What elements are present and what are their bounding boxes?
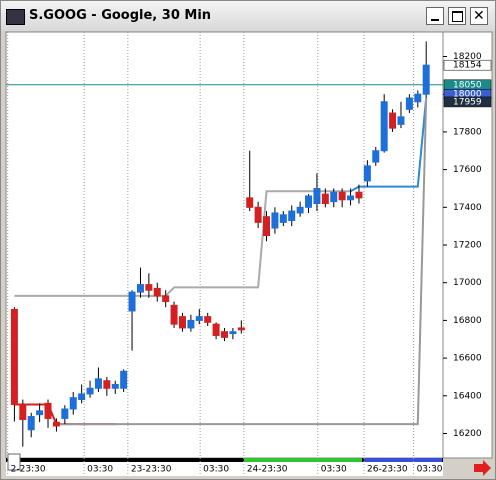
candle-body [363,165,371,182]
candle-body [10,308,18,405]
price-marker-label: 18154 [453,61,482,71]
candle-body [145,284,153,291]
y-tick-label: 16600 [453,354,482,364]
candle-body [279,214,287,223]
candle-body [372,150,380,163]
candle-body [422,64,430,95]
y-tick-label: 17400 [453,203,482,213]
candle-body [212,323,220,336]
candle-body [187,319,195,329]
candle-body [263,216,271,237]
candle-body [178,316,186,329]
y-tick-label: 16800 [453,316,482,326]
candle-body [237,327,245,331]
x-tick-label: 03:30 [417,465,443,475]
y-tick-label: 17200 [453,241,482,251]
indicator-line [14,190,351,297]
scroll-arrow[interactable] [474,460,491,476]
indicator-line [350,97,428,193]
candle-body [271,212,279,229]
candle-body [254,206,262,223]
candle-body [347,195,355,201]
candle-body [120,370,128,389]
candle-body [69,397,77,410]
candle-body [19,403,27,421]
session-bar [364,458,442,462]
y-tick-label: 17800 [453,127,482,137]
candle-body [86,387,94,395]
candle-body [170,304,178,325]
y-tick-label: 17000 [453,278,482,288]
candle-body [61,408,69,419]
candle-body [338,191,346,201]
candle-body [288,210,296,221]
price-marker-label: 17959 [453,97,482,107]
candle-body [128,291,136,312]
candle-body [153,287,161,297]
plot-area [5,31,444,459]
candle-body [195,316,203,321]
time-axis [6,458,443,476]
y-tick-label: 17600 [453,165,482,175]
y-tick-label: 16200 [453,429,482,439]
price-marker [443,59,492,71]
candle-body [330,191,338,203]
x-tick-label: 03:30 [87,465,113,475]
candle-body [111,383,119,389]
close-button[interactable]: ✕ [470,7,488,25]
candle-body [52,421,60,427]
session-bar [6,458,443,462]
x-tick-label: 03:30 [321,465,347,475]
x-tick-label: 2-23:30 [11,465,46,475]
candle-body [94,378,102,389]
app-icon [6,9,25,25]
x-tick-label: 26-23:30 [367,465,408,475]
candle-body [36,410,44,416]
candle-body [405,97,413,110]
x-tick-label: 23-23:30 [131,465,172,475]
y-tick-label: 18200 [453,52,482,62]
x-tick-label: 03:30 [203,465,229,475]
title-bar: S.GOOG - Google, 30 Min ✕ [1,1,495,31]
indicator-line [56,97,428,426]
candle-body [246,197,254,208]
candle-body [305,195,313,208]
candle-body [389,112,397,129]
candle-body [414,93,422,103]
session-bar [244,458,362,462]
x-tick-label: 24-23:30 [247,465,288,475]
price-marker-label: 18000 [453,90,482,100]
window-title: S.GOOG - Google, 30 Min [29,8,212,23]
price-marker-label: 18050 [453,80,482,90]
candle-body [78,393,86,401]
candle-body [296,206,304,214]
candle-body [221,331,228,338]
maximize-button[interactable] [448,7,466,25]
candle-body [136,284,144,293]
candle-body [229,331,237,335]
candle-body [355,191,363,199]
candle-body [27,416,35,431]
candle-body [204,316,212,323]
y-tick-label: 16400 [453,391,482,401]
candle-body [321,193,329,205]
minimize-button[interactable] [426,7,444,25]
candle-body [380,101,388,152]
candle-body [103,380,111,389]
price-marker [443,96,492,108]
candle-body [313,187,321,205]
candle-body [397,116,405,125]
candle-body [44,402,52,419]
candle-body [162,295,170,303]
